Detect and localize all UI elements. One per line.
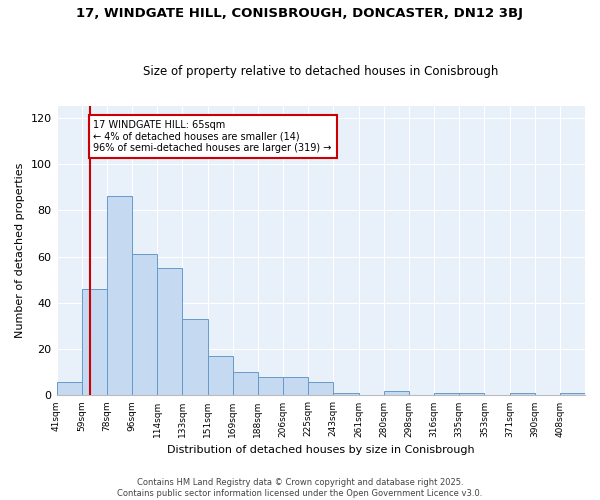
Text: 17, WINDGATE HILL, CONISBROUGH, DONCASTER, DN12 3BJ: 17, WINDGATE HILL, CONISBROUGH, DONCASTE…: [77, 8, 523, 20]
Bar: [383, 391, 409, 396]
Text: Contains HM Land Registry data © Crown copyright and database right 2025.
Contai: Contains HM Land Registry data © Crown c…: [118, 478, 482, 498]
Bar: [334, 393, 359, 396]
Bar: [208, 356, 233, 396]
Bar: [132, 254, 157, 396]
Bar: [233, 372, 258, 396]
Y-axis label: Number of detached properties: Number of detached properties: [15, 163, 25, 338]
Bar: [459, 393, 484, 396]
Bar: [434, 393, 459, 396]
Bar: [107, 196, 132, 396]
Bar: [157, 268, 182, 396]
Bar: [82, 289, 107, 396]
Text: 17 WINDGATE HILL: 65sqm
← 4% of detached houses are smaller (14)
96% of semi-det: 17 WINDGATE HILL: 65sqm ← 4% of detached…: [94, 120, 332, 153]
Bar: [258, 377, 283, 396]
Bar: [182, 319, 208, 396]
Bar: [560, 393, 585, 396]
Bar: [308, 382, 334, 396]
Bar: [283, 377, 308, 396]
Bar: [56, 382, 82, 396]
X-axis label: Distribution of detached houses by size in Conisbrough: Distribution of detached houses by size …: [167, 445, 475, 455]
Title: Size of property relative to detached houses in Conisbrough: Size of property relative to detached ho…: [143, 66, 499, 78]
Bar: [509, 393, 535, 396]
